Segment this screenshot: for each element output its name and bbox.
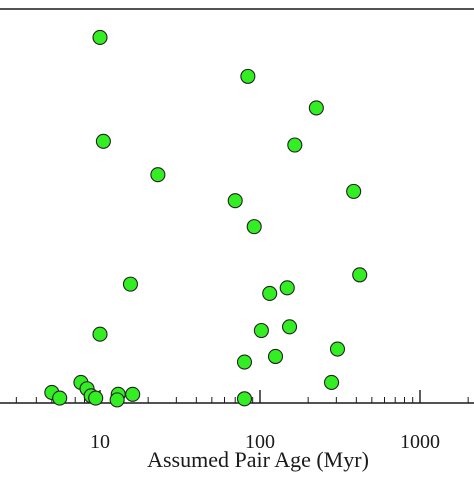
scatter-point [287, 137, 303, 153]
scatter-point [95, 133, 111, 149]
scatter-point [253, 322, 269, 339]
scatter-point [88, 390, 104, 406]
scatter-point [279, 280, 295, 296]
scatter-point [92, 326, 108, 342]
scatter-point [236, 391, 253, 407]
x-axis-tick-labels: 10 100 1000 [90, 431, 440, 453]
scatter-point [308, 100, 324, 116]
scatter-point [246, 219, 262, 235]
scatter-point [227, 193, 243, 209]
scatter-point [125, 386, 141, 402]
x-tick-label: 100 [245, 431, 275, 453]
scatter-point [92, 29, 108, 45]
scatter-point [150, 167, 166, 183]
x-tick-label: 1000 [400, 431, 440, 453]
scatter-point [109, 392, 125, 408]
scatter-point [122, 276, 139, 292]
scatter-point [323, 374, 340, 391]
x-axis-title: Assumed Pair Age (Myr) [147, 447, 369, 472]
x-tick-label: 10 [90, 431, 110, 453]
scatter-point [240, 68, 256, 84]
scatter-point [346, 183, 362, 199]
scatter-point [352, 267, 368, 283]
scatter-point [262, 285, 278, 301]
scatter-point [52, 390, 68, 406]
scatter-point [329, 341, 346, 357]
scatter-point [267, 348, 284, 365]
data-points [44, 29, 368, 408]
scatter-point [282, 319, 298, 335]
scatter-point [236, 354, 253, 370]
